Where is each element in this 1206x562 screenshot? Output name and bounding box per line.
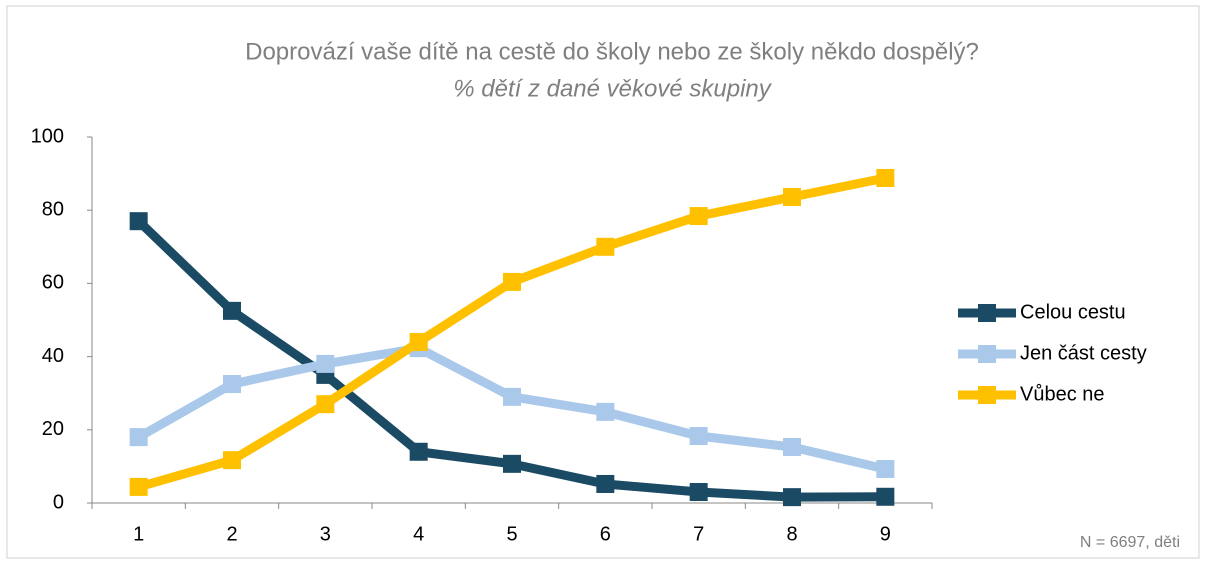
y-tick-label: 0 [53,491,64,513]
y-tick-label: 100 [31,125,64,147]
x-tick-label: 2 [226,523,237,545]
x-tick-label: 8 [786,523,797,545]
point [223,375,241,394]
chart-subtitle: % dětí z dané věkové skupiny [453,75,773,102]
x-tick-label: 1 [133,523,144,545]
x-tick-label: 4 [413,523,424,545]
point [129,477,148,496]
legend-marker [978,304,996,322]
x-tick-label: 6 [600,523,611,545]
y-tick-label: 60 [42,272,64,294]
point [503,454,521,473]
x-tick-label: 7 [693,523,704,545]
point [596,474,615,493]
chart-title: Doprovází vaše dítě na cestě do školy ne… [245,38,979,65]
point [783,438,801,457]
point [783,488,801,507]
legend-label: Jen část cesty [1020,342,1147,364]
x-tick-label: 3 [320,523,331,545]
point [876,459,895,478]
point [876,487,895,506]
x-tick-label: 9 [880,523,891,545]
y-tick-label: 20 [42,418,64,440]
point [689,207,708,226]
point [596,402,615,421]
point [316,395,335,414]
point [129,428,148,447]
legend-marker [978,345,996,363]
legend-label: Vůbec ne [1020,383,1105,405]
point [409,332,428,351]
point [503,272,521,291]
x-tick-label: 5 [506,523,517,545]
y-tick-label: 80 [42,198,64,220]
point [223,301,241,320]
point [503,387,521,406]
note: N = 6697, děti [1080,534,1180,551]
point [596,237,615,256]
y-tick-label: 40 [42,345,64,367]
legend-marker [978,386,996,404]
point [783,188,801,207]
legend-label: Celou cestu [1020,301,1126,323]
point [129,212,148,231]
point [876,168,895,187]
point [689,483,708,502]
point [223,451,241,470]
point [409,442,428,461]
point [316,354,335,373]
point [689,427,708,446]
